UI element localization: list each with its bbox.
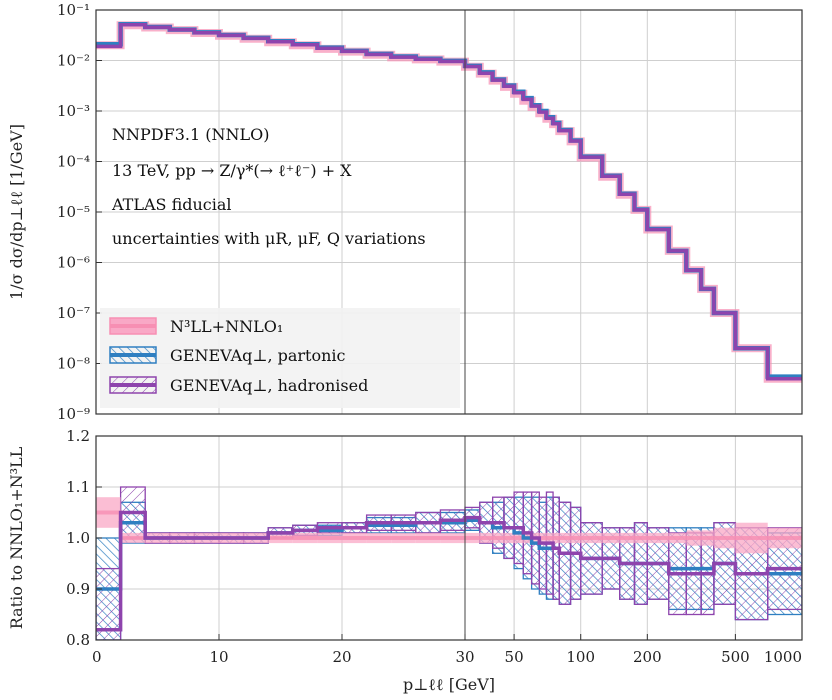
main-frame: [95, 9, 803, 415]
ratio-y-tick-label: 0.8: [66, 631, 90, 649]
annotation-block: NNPDF3.1 (NNLO) 13 TeV, pp → Z/γ*(→ ℓ⁺ℓ⁻…: [111, 125, 426, 248]
x-tick-label: 0: [92, 648, 102, 666]
x-tick-label: 1000: [764, 648, 802, 666]
x-tick-label: 500: [721, 648, 750, 666]
main-series-line-2: [96, 23, 802, 381]
annotation-process: 13 TeV, pp → Z/γ*(→ ℓ⁺ℓ⁻) + X: [112, 161, 352, 180]
main-y-tick-label: 10⁻⁷: [57, 304, 90, 322]
main-y-tick-label: 10⁻⁸: [57, 355, 90, 373]
main-y-tick-label: 10⁻⁵: [57, 203, 90, 221]
legend-entry-hadronised: GENEVAq⊥, hadronised: [109, 376, 368, 395]
ratio-panel: 0.8 0.9 1.0 1.1 1.2 0 10 20 30 50 100 200 500 1000: [66, 427, 803, 666]
main-lines: [96, 21, 802, 383]
main-y-tick-label: 10⁻⁹: [57, 405, 90, 423]
annotation-pdf: NNPDF3.1 (NNLO): [112, 125, 269, 144]
legend-entry-n3ll: N³LL+NNLO₁: [109, 317, 283, 336]
x-tick-label: 30: [455, 648, 474, 666]
main-y-tick-label: 10⁻³: [57, 102, 90, 120]
ratio-y-tick-label: 1.2: [66, 427, 90, 445]
main-y-axis-title: 1/σ dσ/dp⊥ℓℓ [1/GeV]: [7, 124, 26, 300]
ratio-frame: [95, 435, 803, 641]
ratio-y-tick-label: 0.9: [66, 580, 90, 598]
legend: N³LL+NNLO₁ GENEVAq⊥, partonic GENEVAq⊥, …: [100, 308, 460, 408]
x-tick-label: 10: [209, 648, 228, 666]
main-y-tick-label: 10⁻¹: [57, 1, 90, 19]
main-y-ticks: 10⁻⁹ 10⁻⁸ 10⁻⁷ 10⁻⁶ 10⁻⁵ 10⁻⁴ 10⁻³ 10⁻² 10⁻¹: [57, 1, 102, 423]
x-tick-label: 50: [505, 648, 524, 666]
legend-label-hadronised: GENEVAq⊥, hadronised: [170, 376, 368, 395]
ratio-y-axis-title: Ratio to NNLO₁+N³LL: [7, 446, 26, 629]
legend-entry-partonic: GENEVAq⊥, partonic: [109, 346, 346, 365]
ratio-lines: [96, 510, 802, 632]
ratio-y-tick-label: 1.1: [66, 478, 90, 496]
annotation-fiducial: ATLAS fiducial: [111, 195, 232, 214]
legend-label-n3ll: N³LL+NNLO₁: [170, 317, 283, 336]
legend-label-partonic: GENEVAq⊥, partonic: [170, 346, 346, 365]
ratio-series-line-2: [96, 510, 802, 632]
main-y-tick-label: 10⁻⁴: [57, 153, 90, 171]
ratio-y-ticks: 0.8 0.9 1.0 1.1 1.2: [66, 427, 102, 649]
ratio-y-tick-label: 1.0: [66, 529, 90, 547]
main-y-tick-label: 10⁻⁶: [57, 254, 90, 272]
main-y-tick-label: 10⁻²: [57, 52, 90, 70]
x-axis-title: p⊥ℓℓ [GeV]: [403, 675, 495, 694]
x-ticks: 0 10 20 30 50 100 200 500 1000: [92, 634, 803, 666]
legend-box: [100, 308, 460, 408]
x-tick-label: 100: [566, 648, 595, 666]
x-tick-label: 200: [633, 648, 662, 666]
x-tick-label: 20: [332, 648, 351, 666]
annotation-uncertainties: uncertainties with μR, μF, Q variations: [112, 229, 426, 248]
